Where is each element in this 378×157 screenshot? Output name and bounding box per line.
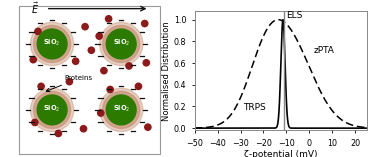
Circle shape: [143, 60, 149, 66]
Circle shape: [145, 124, 151, 130]
X-axis label: ζ-potential (mV): ζ-potential (mV): [244, 150, 318, 157]
Circle shape: [30, 57, 36, 63]
Circle shape: [142, 20, 148, 27]
Circle shape: [99, 88, 143, 132]
Circle shape: [66, 78, 73, 85]
Text: $\vec{E}$: $\vec{E}$: [31, 1, 39, 16]
Circle shape: [105, 16, 112, 22]
Circle shape: [106, 29, 136, 59]
Circle shape: [35, 28, 41, 35]
Circle shape: [106, 95, 136, 125]
Circle shape: [81, 126, 87, 132]
Circle shape: [107, 86, 113, 93]
Circle shape: [98, 110, 104, 116]
Circle shape: [31, 22, 74, 66]
Circle shape: [135, 83, 142, 89]
Circle shape: [96, 33, 102, 39]
Circle shape: [88, 47, 94, 53]
Text: SiO$_2$: SiO$_2$: [113, 104, 130, 114]
Circle shape: [32, 119, 38, 126]
Circle shape: [126, 63, 132, 69]
Text: Proteins: Proteins: [46, 76, 93, 92]
Text: TRPS: TRPS: [243, 103, 266, 112]
Y-axis label: Normalised Distribution: Normalised Distribution: [162, 21, 171, 121]
Text: zPTA: zPTA: [314, 46, 335, 54]
Circle shape: [38, 83, 44, 89]
Circle shape: [34, 91, 71, 128]
Text: SiO$_2$: SiO$_2$: [113, 38, 130, 48]
Circle shape: [101, 68, 107, 74]
Circle shape: [34, 25, 71, 62]
Text: SiO$_2$: SiO$_2$: [43, 104, 61, 114]
Text: ELS: ELS: [286, 11, 302, 20]
Text: SiO$_2$: SiO$_2$: [43, 38, 61, 48]
Circle shape: [82, 24, 88, 30]
Circle shape: [31, 88, 74, 132]
Circle shape: [37, 29, 67, 59]
Circle shape: [37, 95, 67, 125]
Circle shape: [99, 22, 143, 66]
Circle shape: [73, 58, 79, 64]
Circle shape: [103, 25, 140, 62]
Circle shape: [103, 91, 140, 128]
Circle shape: [55, 130, 62, 137]
